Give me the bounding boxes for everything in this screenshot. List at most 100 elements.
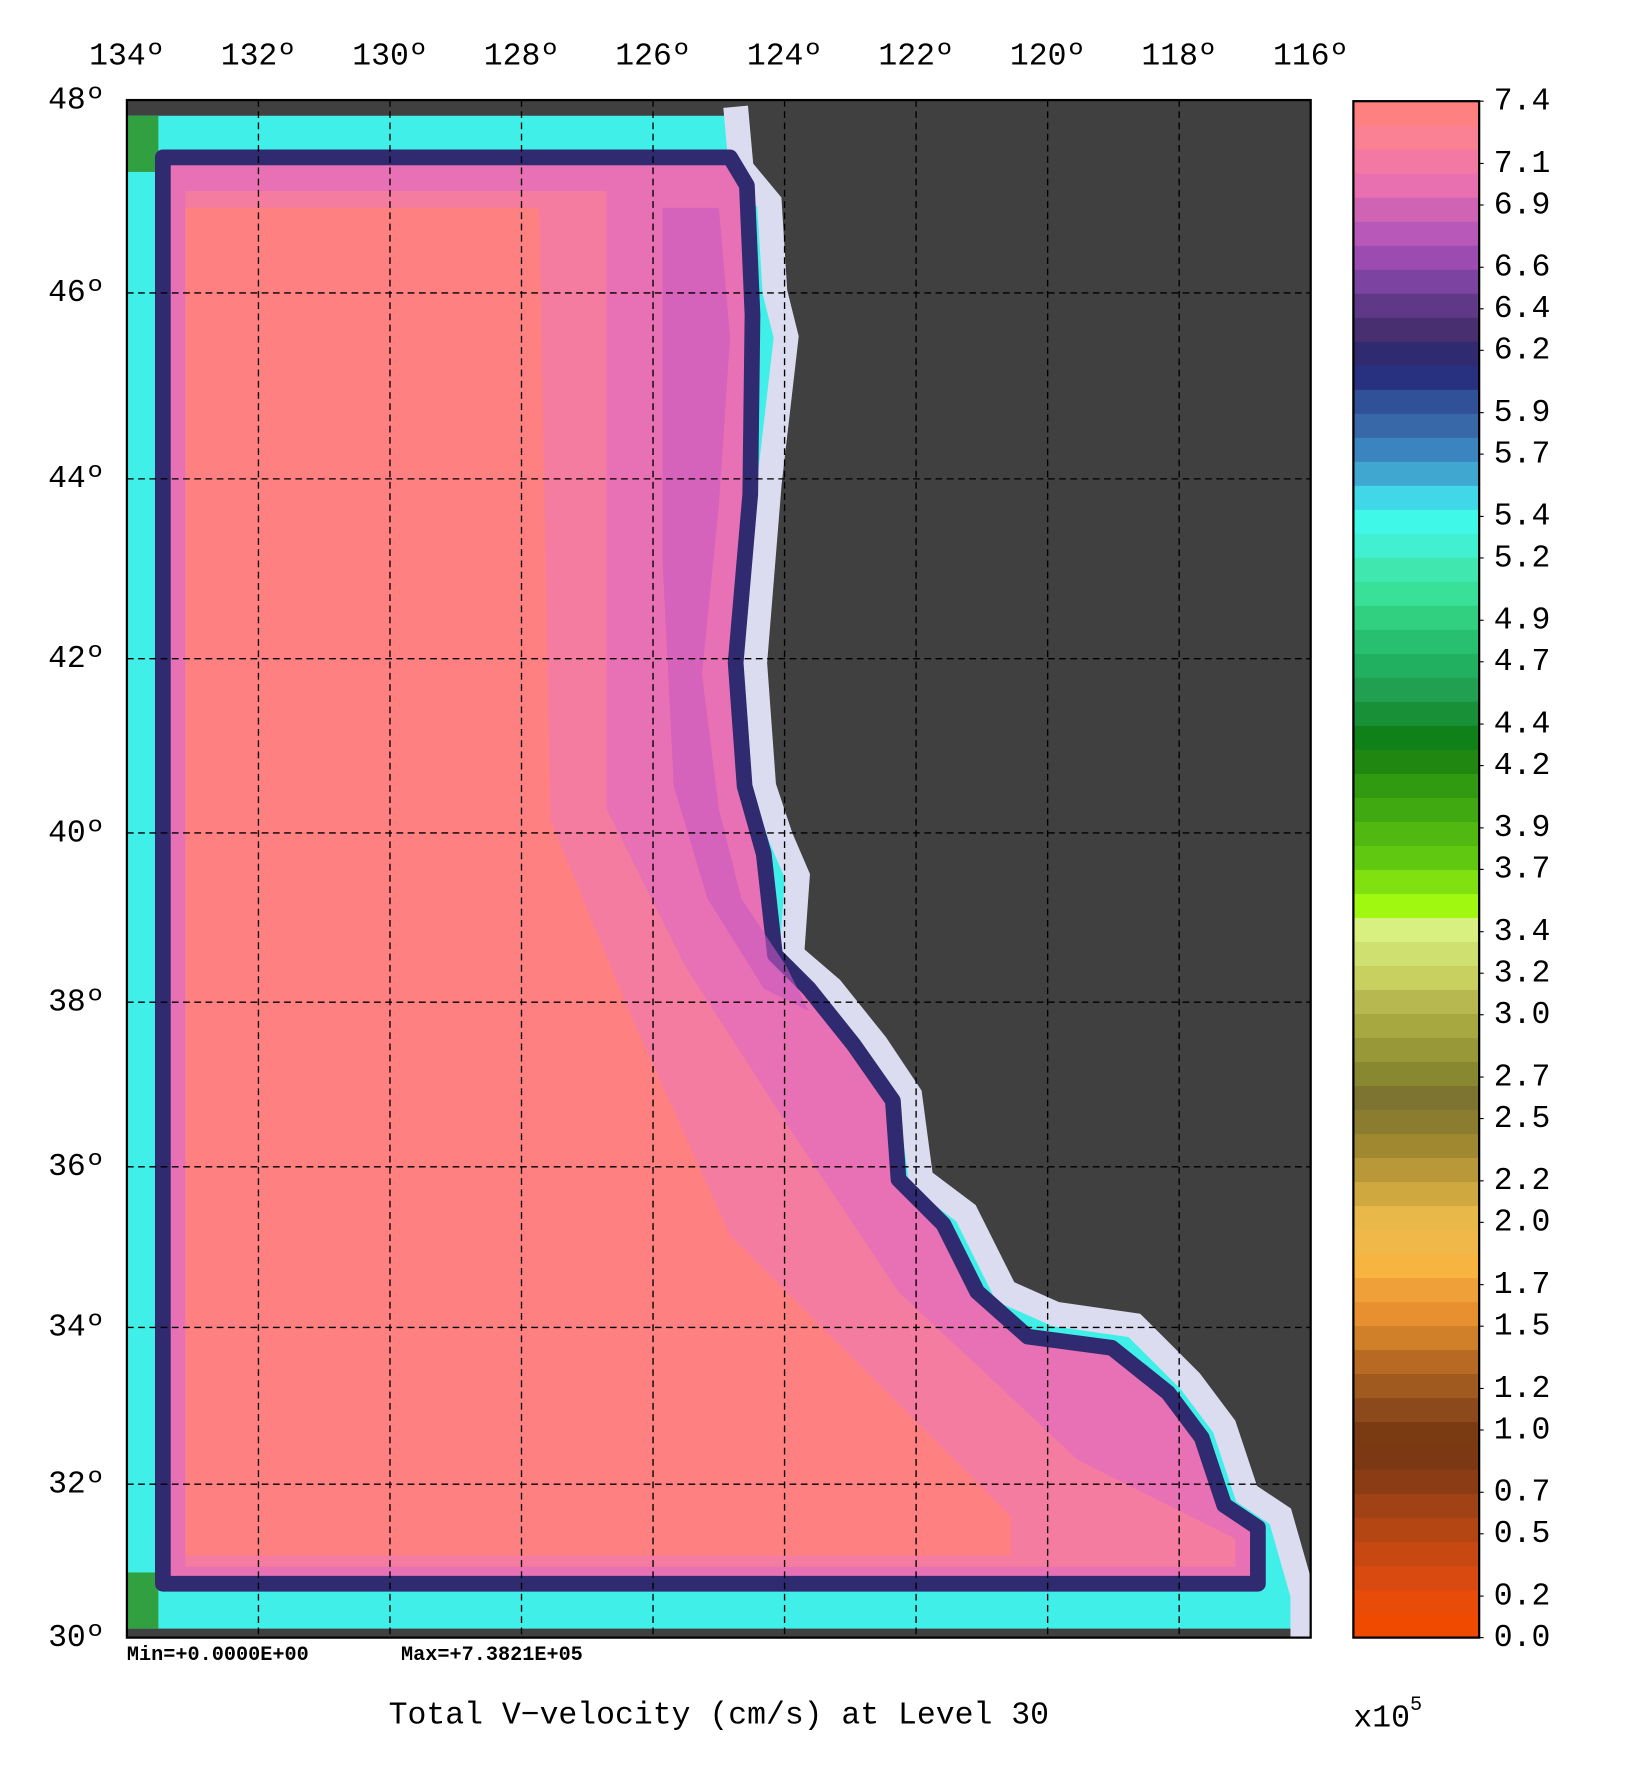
colorbar-tick-label: 6.6 (1494, 251, 1551, 286)
colorbar-band (1353, 365, 1480, 390)
colorbar-band (1353, 1301, 1480, 1327)
colorbar-tick-label: 3.2 (1494, 957, 1551, 992)
colorbar-band (1353, 797, 1480, 822)
colorbar-tick-label: 4.7 (1494, 645, 1551, 680)
x-tick-label: 118º (1141, 40, 1216, 75)
velocity-field (126, 100, 1311, 1638)
x-tick-label: 130º (352, 40, 427, 75)
x-tick-label: 134º (89, 40, 164, 75)
colorbar-tick-label: 1.5 (1494, 1309, 1551, 1344)
colorbar-band (1353, 509, 1480, 534)
colorbar-tick-label: 4.9 (1494, 604, 1551, 639)
colorbar-tick-label: 4.2 (1494, 749, 1551, 784)
colorbar-band (1353, 197, 1480, 222)
colorbar-band (1353, 293, 1480, 318)
x-tick-label: 120º (1010, 40, 1085, 75)
colorbar-tick-label: 6.9 (1494, 188, 1551, 223)
multiplier-base: x10 (1353, 1702, 1410, 1737)
y-tick-label: 38º (48, 985, 105, 1020)
colorbar-tick-label: 0.5 (1494, 1517, 1551, 1552)
colorbar-band (1353, 245, 1480, 270)
colorbar-tick-label: 2.0 (1494, 1206, 1551, 1241)
colorbar-tick-label: 7.4 (1494, 84, 1551, 119)
x-tick-label: 132º (221, 40, 296, 75)
colorbar-band (1353, 1565, 1480, 1591)
y-tick-label: 42º (48, 642, 105, 677)
colorbar-band (1353, 581, 1480, 606)
colorbar-band (1353, 1133, 1480, 1159)
colorbar-tick-label: 5.9 (1494, 396, 1551, 431)
colorbar-band (1353, 989, 1480, 1015)
y-tick-label: 40º (48, 816, 105, 851)
colorbar-band (1353, 1421, 1480, 1447)
x-tick-label: 128º (484, 40, 559, 75)
y-tick-label: 32º (48, 1468, 105, 1503)
colorbar-tick-label: 6.4 (1494, 292, 1551, 327)
colorbar-band (1353, 557, 1480, 582)
colorbar-band (1353, 1181, 1480, 1207)
colorbar-band (1353, 917, 1480, 942)
colorbar-band (1353, 629, 1480, 654)
y-tick-label: 36º (48, 1150, 105, 1185)
field-core (185, 207, 1011, 1556)
colorbar-multiplier: x105 (1353, 1694, 1422, 1736)
colorbar-tick-label: 2.7 (1494, 1060, 1551, 1095)
colorbar-band (1353, 869, 1480, 894)
edge-corner (126, 115, 159, 172)
colorbar-tick-label: 6.2 (1494, 334, 1551, 369)
colorbar-tick-label: 2.5 (1494, 1102, 1551, 1137)
colorbar-band (1353, 1229, 1480, 1255)
colorbar-band (1353, 461, 1480, 486)
colorbar-band (1353, 1085, 1480, 1111)
colorbar-tick-label: 7.1 (1494, 147, 1551, 182)
colorbar-band (1353, 605, 1480, 630)
colorbar-band (1353, 1589, 1480, 1615)
y-tick-label: 30º (48, 1621, 105, 1656)
colorbar-band (1353, 821, 1480, 846)
x-tick-label: 122º (878, 40, 953, 75)
colorbar-band (1353, 533, 1480, 558)
colorbar-tick-label: 1.7 (1494, 1268, 1551, 1303)
colorbar-band (1353, 1397, 1480, 1423)
colorbar-tick-label: 5.2 (1494, 541, 1551, 576)
colorbar-tick-label: 0.7 (1494, 1476, 1551, 1511)
y-tick-label: 34º (48, 1311, 105, 1346)
colorbar-band (1353, 1157, 1480, 1183)
colorbar-band (1353, 1445, 1480, 1471)
colorbar-tick-label: 3.0 (1494, 998, 1551, 1033)
colorbar-band (1353, 1469, 1480, 1495)
colorbar-band (1353, 413, 1480, 438)
colorbar-band (1353, 701, 1480, 726)
multiplier-exponent: 5 (1410, 1694, 1422, 1717)
chart-title: Total V−velocity (cm/s) at Level 30 (389, 1698, 1049, 1733)
y-tick-label: 46º (48, 276, 105, 311)
colorbar-band (1353, 1517, 1480, 1543)
colorbar-band (1353, 941, 1480, 966)
x-tick-label: 126º (615, 40, 690, 75)
colorbar-band (1353, 389, 1480, 414)
colorbar-tick-label: 3.4 (1494, 915, 1551, 950)
colorbar-band (1353, 1277, 1480, 1303)
colorbar-band (1353, 317, 1480, 342)
colorbar-band (1353, 1613, 1480, 1639)
colorbar-band (1353, 677, 1480, 702)
coastline (723, 105, 1311, 1638)
y-tick-label: 48º (48, 83, 105, 118)
min-label: Min=+0.0000E+00 (127, 1644, 309, 1667)
colorbar-band (1353, 1373, 1480, 1399)
colorbar-band (1353, 965, 1480, 990)
colorbar-band (1353, 1013, 1480, 1039)
colorbar-band (1353, 893, 1480, 918)
colorbar-tick-label: 1.2 (1494, 1372, 1551, 1407)
x-tick-label: 116º (1273, 40, 1348, 75)
colorbar-band (1353, 221, 1480, 246)
colorbar-band (1353, 725, 1480, 750)
colorbar-band (1353, 341, 1480, 366)
colorbar-band (1353, 269, 1480, 294)
colorbar-band (1353, 173, 1480, 198)
colorbar-band (1353, 773, 1480, 798)
colorbar-band (1353, 101, 1480, 126)
colorbar-band (1353, 485, 1480, 510)
colorbar-band (1353, 1037, 1480, 1063)
